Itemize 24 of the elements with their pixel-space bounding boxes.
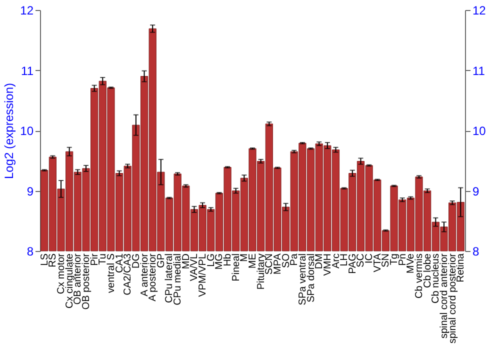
y2-tick-label: 10: [472, 124, 486, 138]
x-tick-label: MPA: [272, 253, 284, 274]
y2-tick-label: 12: [472, 4, 486, 18]
x-tick-label: A posterior: [148, 252, 159, 302]
y-tick-label: 11: [21, 64, 34, 78]
x-tick-label: ME: [248, 253, 258, 268]
x-tick-label: Pituitary: [256, 254, 267, 290]
x-tick-label: spinal cord anterior: [438, 252, 450, 339]
x-tick-label: Tg: [389, 254, 400, 266]
x-tick-label: VMH: [322, 254, 334, 276]
y-axis-title: Log2 (expression): [2, 82, 16, 180]
x-tick-label: Retina: [456, 253, 467, 282]
y-tick-label: 10: [20, 124, 34, 138]
x-tick-label: spinal cord posterior: [447, 252, 458, 344]
y2-tick-label: 8: [472, 244, 480, 258]
x-tick-label: ventral S: [106, 253, 117, 293]
x-tick-label: RS: [48, 253, 59, 268]
y-tick-label: 8: [26, 244, 34, 258]
y-tick-label: 12: [20, 4, 34, 18]
x-tick-label: OB posterior: [80, 252, 92, 310]
x-tick-label: DG: [130, 253, 142, 268]
y2-tick-label: 9: [472, 184, 480, 198]
y-tick-label: 9: [26, 184, 34, 198]
y2-tick-label: 11: [472, 64, 486, 78]
